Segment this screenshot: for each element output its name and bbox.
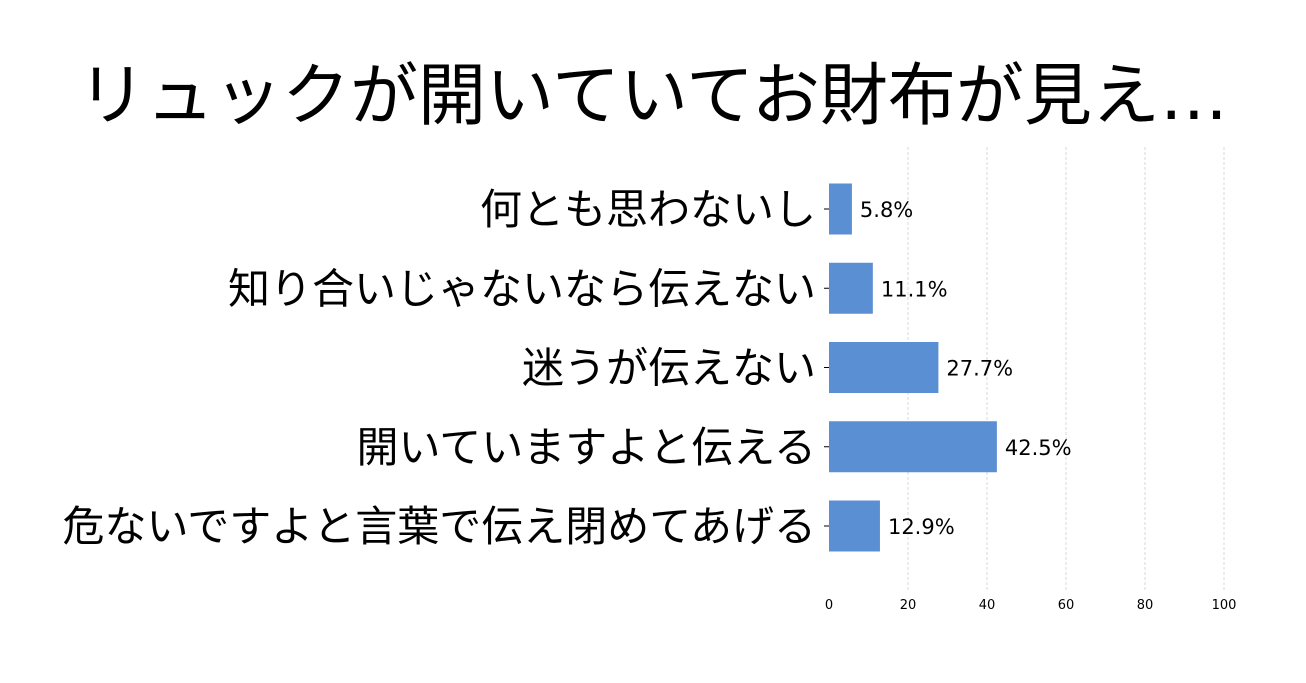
value-label: 42.5% [1005, 436, 1072, 460]
chart-title: リュックが開いていてお財布が見え… [78, 57, 1228, 136]
bar [829, 262, 873, 314]
category-labels: 何とも思わないし知り合いじゃないなら伝えない迷うが伝えない開いていますよと伝える… [63, 185, 829, 551]
value-label: 12.9% [888, 515, 955, 539]
x-tick-label: 80 [1137, 598, 1154, 613]
bar [829, 421, 997, 473]
bars [829, 183, 997, 552]
x-tick-label: 0 [825, 598, 833, 613]
x-tick-label: 20 [900, 598, 917, 613]
category-label: 迷うが伝えない [522, 344, 816, 393]
x-tick-label: 40 [979, 598, 996, 613]
category-label: 開いていますよと伝える [357, 423, 816, 472]
value-label: 11.1% [881, 277, 948, 301]
bar [829, 342, 939, 393]
value-label: 5.8% [860, 198, 913, 222]
x-tick-label: 100 [1212, 598, 1237, 613]
value-labels: 5.8% 11.1% 27.7% 42.5% 12.9% [860, 198, 1072, 539]
x-tick-label: 60 [1058, 598, 1075, 613]
bar [829, 500, 880, 552]
category-label: 何とも思わないし [480, 185, 816, 234]
x-axis-ticks: 0 20 40 60 80 100 [825, 598, 1237, 613]
bar [829, 183, 852, 235]
value-label: 27.7% [946, 357, 1013, 381]
category-label: 危ないですよと言葉で伝え閉めてあげる [63, 502, 816, 551]
category-label: 知り合いじゃないなら伝えない [228, 264, 816, 313]
